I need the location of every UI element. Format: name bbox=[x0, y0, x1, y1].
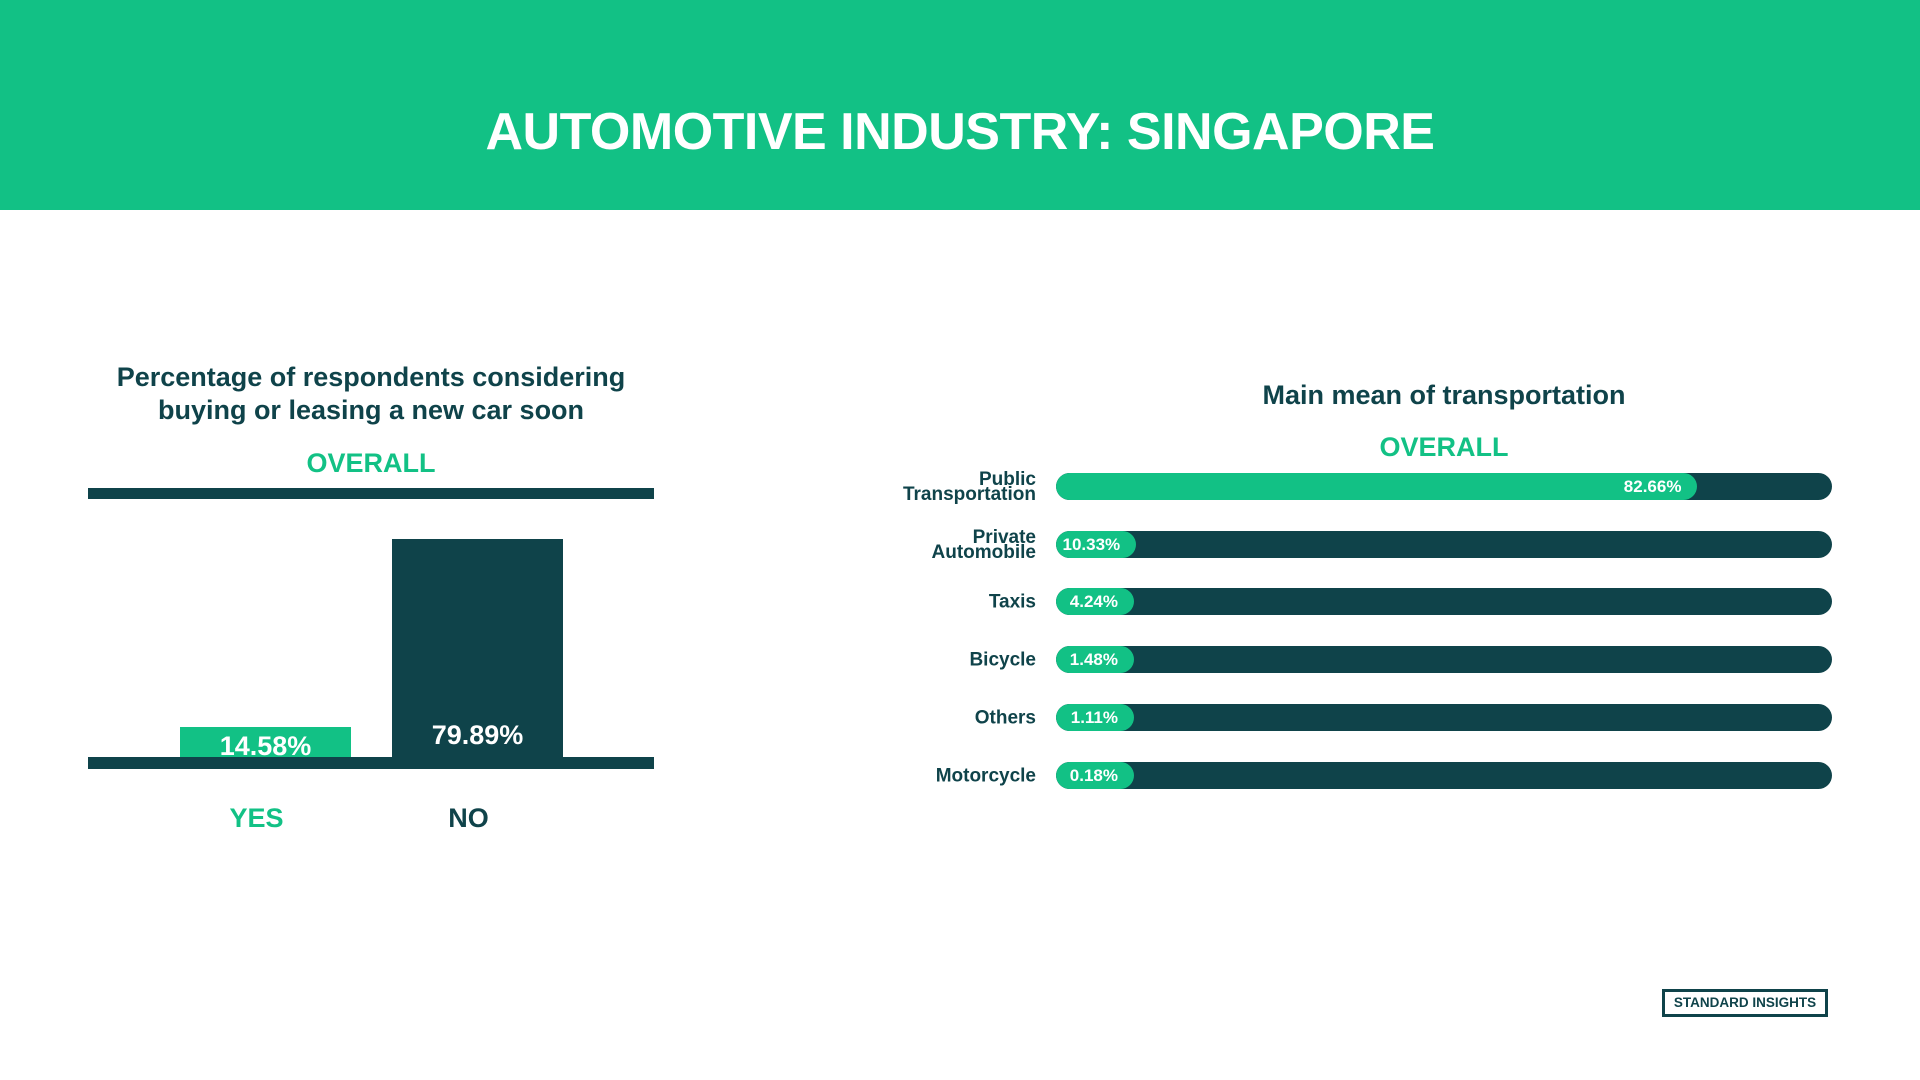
page-title: AUTOMOTIVE INDUSTRY: SINGAPORE bbox=[485, 103, 1435, 161]
left-chart-title: Percentage of respondents considering bu… bbox=[116, 362, 626, 425]
transport-category-label: Bicycle bbox=[969, 649, 1036, 670]
transport-row: Others 1.11% bbox=[0, 704, 1920, 731]
header-banner: AUTOMOTIVE INDUSTRY: SINGAPORE bbox=[0, 0, 1920, 210]
transport-bar-value: 82.66% bbox=[1623, 477, 1682, 496]
transport-bar-track: 1.11% bbox=[1056, 704, 1832, 731]
transport-bar-track: 0.18% bbox=[1056, 762, 1832, 789]
transport-row: Taxis 4.24% bbox=[0, 588, 1920, 615]
transport-bar-value: 1.48% bbox=[1069, 650, 1118, 669]
transport-category-label: Public Transportation bbox=[902, 468, 1036, 505]
transport-category-label: Taxis bbox=[988, 591, 1036, 612]
category-label-yes: YES bbox=[229, 803, 284, 833]
transport-category-label: Private Automobile bbox=[931, 526, 1037, 563]
transport-bar-value: 1.11% bbox=[1070, 708, 1118, 727]
left-chart-axis bbox=[88, 757, 654, 769]
standard-insights-logo: STANDARD INSIGHTS bbox=[1662, 989, 1828, 1017]
transport-bar-fill bbox=[1056, 588, 1134, 615]
transport-bar-value: 4.24% bbox=[1069, 592, 1118, 611]
right-chart-title: Main mean of transportation bbox=[1262, 380, 1626, 410]
right-chart-subtitle: OVERALL bbox=[1379, 432, 1509, 462]
transport-bar-track: 1.48% bbox=[1056, 646, 1832, 673]
bar-value-label: 14.58% bbox=[219, 730, 312, 761]
transport-row: Public Transportation 82.66% bbox=[0, 468, 1920, 505]
transport-bar-fill bbox=[1056, 531, 1137, 558]
bar-no: 79.89% bbox=[392, 538, 563, 769]
category-label-no: NO bbox=[448, 803, 489, 833]
transport-bar-track: 82.66% bbox=[1056, 473, 1832, 500]
left-chart-subtitle: OVERALL bbox=[306, 448, 436, 478]
transport-bar-fill bbox=[1056, 762, 1134, 789]
transport-bar-fill bbox=[1056, 646, 1134, 673]
transport-bar-fill bbox=[1056, 473, 1698, 500]
transport-row: Private Automobile 10.33% bbox=[0, 526, 1920, 563]
transport-bar-value: 0.18% bbox=[1069, 766, 1118, 785]
transport-row: Motorcycle 0.18% bbox=[0, 762, 1920, 789]
bar-value-label: 79.89% bbox=[431, 719, 524, 750]
transport-bar-fill bbox=[1056, 704, 1134, 731]
transport-bar-track: 4.24% bbox=[1056, 588, 1832, 615]
transport-row: Bicycle 1.48% bbox=[0, 646, 1920, 673]
transport-category-label: Others bbox=[974, 707, 1036, 728]
transport-bar-value: 10.33% bbox=[1062, 535, 1121, 554]
left-chart-top-rule bbox=[88, 488, 654, 499]
transport-category-label: Motorcycle bbox=[935, 765, 1036, 786]
transport-bar-track: 10.33% bbox=[1056, 531, 1832, 558]
